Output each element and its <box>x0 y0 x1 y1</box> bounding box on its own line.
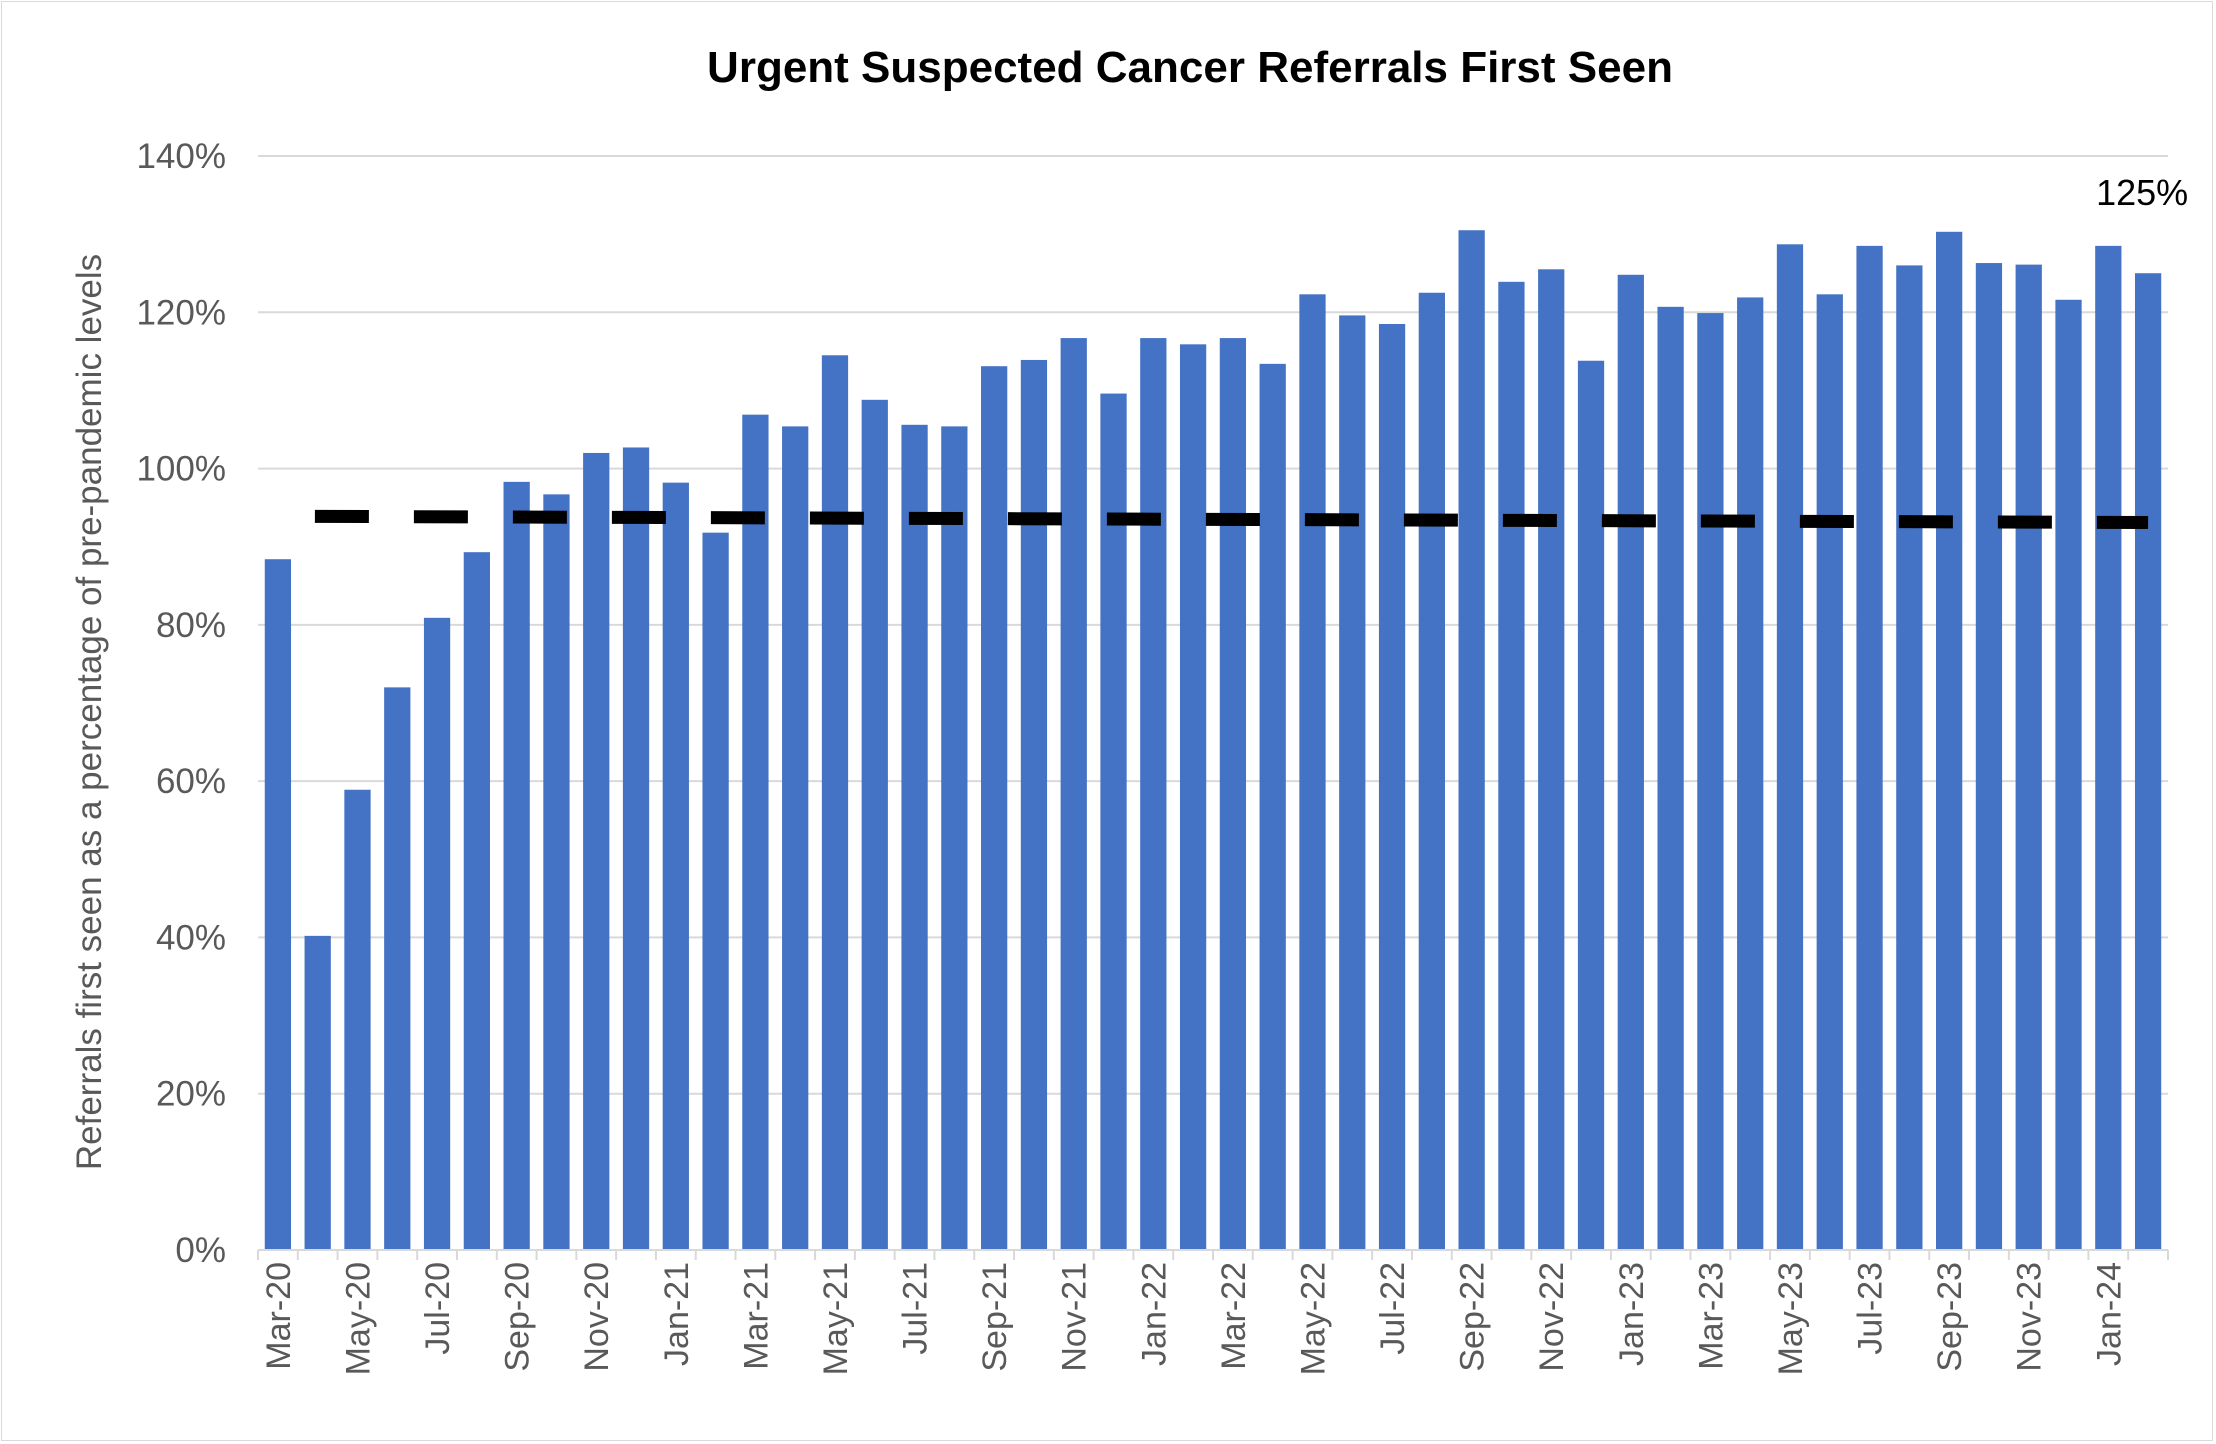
bar <box>1498 281 1525 1250</box>
bar <box>702 532 729 1250</box>
bar <box>2015 264 2042 1251</box>
bar <box>742 414 769 1251</box>
x-tick-label: Jul-21 <box>897 1262 935 1355</box>
x-tick-label: Sep-21 <box>976 1262 1014 1372</box>
x-tick-label: Nov-21 <box>1056 1262 1094 1372</box>
x-tick-label: May-20 <box>339 1262 377 1375</box>
x-tick-label: Sep-22 <box>1454 1262 1492 1372</box>
x-tick-label: Mar-22 <box>1215 1262 1253 1370</box>
x-tick-label: Jan-24 <box>2090 1262 2128 1366</box>
bar <box>1100 393 1127 1250</box>
bar <box>344 789 371 1250</box>
bar <box>384 687 411 1250</box>
axes <box>257 1249 2169 1260</box>
bar <box>1179 344 1207 1250</box>
bar <box>981 366 1008 1250</box>
bar <box>1020 359 1048 1250</box>
x-tick-label: Jul-22 <box>1374 1262 1412 1355</box>
x-tick-label: Mar-23 <box>1692 1262 1730 1370</box>
bar <box>662 482 689 1250</box>
x-tick-label: Sep-23 <box>1931 1262 1969 1372</box>
bar <box>1458 230 1485 1250</box>
bar <box>583 452 610 1250</box>
bar <box>1259 363 1286 1250</box>
x-tick-label: Nov-20 <box>578 1262 616 1372</box>
gridlines <box>258 155 2168 1095</box>
y-tick-label: 60% <box>156 762 226 801</box>
reference-dashed-line <box>277 509 2149 529</box>
y-tick-label: 120% <box>136 293 226 332</box>
bar <box>901 424 928 1251</box>
x-tick-label: Jul-20 <box>419 1262 457 1355</box>
bar <box>941 426 968 1251</box>
bar <box>1896 265 1923 1250</box>
bar <box>1378 324 1406 1250</box>
x-tick-label: Jul-23 <box>1852 1262 1890 1355</box>
x-tick-label: May-23 <box>1772 1262 1810 1375</box>
x-tick-label: Nov-22 <box>1533 1262 1571 1372</box>
last-value-label: 125% <box>2096 172 2188 213</box>
bar <box>1697 313 1724 1250</box>
bar <box>264 559 292 1250</box>
reference-line <box>277 509 2149 529</box>
y-tick-label: 0% <box>175 1231 226 1270</box>
bar <box>1339 315 1366 1250</box>
bar <box>1219 338 1247 1250</box>
bar <box>1060 338 1087 1250</box>
x-tick-label: Nov-23 <box>2011 1262 2049 1372</box>
y-tick-label: 140% <box>136 137 226 176</box>
bar <box>782 426 809 1251</box>
y-tick-label: 20% <box>156 1075 226 1114</box>
bar <box>1816 294 1843 1250</box>
x-tick-label: Sep-20 <box>499 1262 537 1372</box>
y-tick-label: 40% <box>156 918 226 957</box>
y-axis-label: Referrals first seen as a percentage of … <box>70 254 109 1170</box>
bar <box>1936 231 1963 1250</box>
y-tick-label: 80% <box>156 606 226 645</box>
x-tick-label: Jan-21 <box>658 1262 696 1366</box>
x-tick-label: Mar-20 <box>260 1262 298 1370</box>
bar <box>2055 299 2082 1251</box>
bar <box>1418 292 1445 1250</box>
annotations: 125% <box>2096 172 2188 213</box>
bar <box>1856 245 1883 1251</box>
x-tick-labels: Mar-20 May-20 Jul-20 Sep-20 Nov-20 Jan-21 Mar-… <box>260 1262 2128 1375</box>
bar <box>1577 360 1605 1251</box>
bar <box>861 399 888 1250</box>
bar <box>821 355 849 1250</box>
x-tick-label: May-22 <box>1294 1262 1332 1375</box>
bar <box>1737 297 1764 1250</box>
x-tick-label: Mar-21 <box>737 1262 775 1370</box>
bar <box>2134 273 2162 1250</box>
bar <box>1657 306 1684 1251</box>
bar <box>2095 245 2122 1251</box>
bar <box>1140 338 1167 1250</box>
x-tick-label: Jan-23 <box>1613 1262 1651 1366</box>
chart-title: Urgent Suspected Cancer Referrals First … <box>707 43 1673 92</box>
bar <box>1776 244 1804 1251</box>
bars <box>264 230 2162 1251</box>
x-tick-label: Jan-22 <box>1135 1262 1173 1366</box>
y-tick-label: 100% <box>136 450 226 489</box>
bar <box>543 494 570 1250</box>
y-tick-labels: 0% 20% 40% 60% 80% 100% 120% 140% <box>136 137 226 1270</box>
bar <box>622 447 650 1250</box>
bar <box>1617 274 1644 1251</box>
x-tick-label: May-21 <box>817 1262 855 1375</box>
bar <box>423 617 451 1250</box>
bar <box>1975 263 2003 1250</box>
bar <box>463 552 490 1250</box>
bar <box>503 481 530 1250</box>
bar <box>1299 294 1326 1250</box>
bar <box>1538 269 1565 1250</box>
bar <box>304 935 331 1250</box>
